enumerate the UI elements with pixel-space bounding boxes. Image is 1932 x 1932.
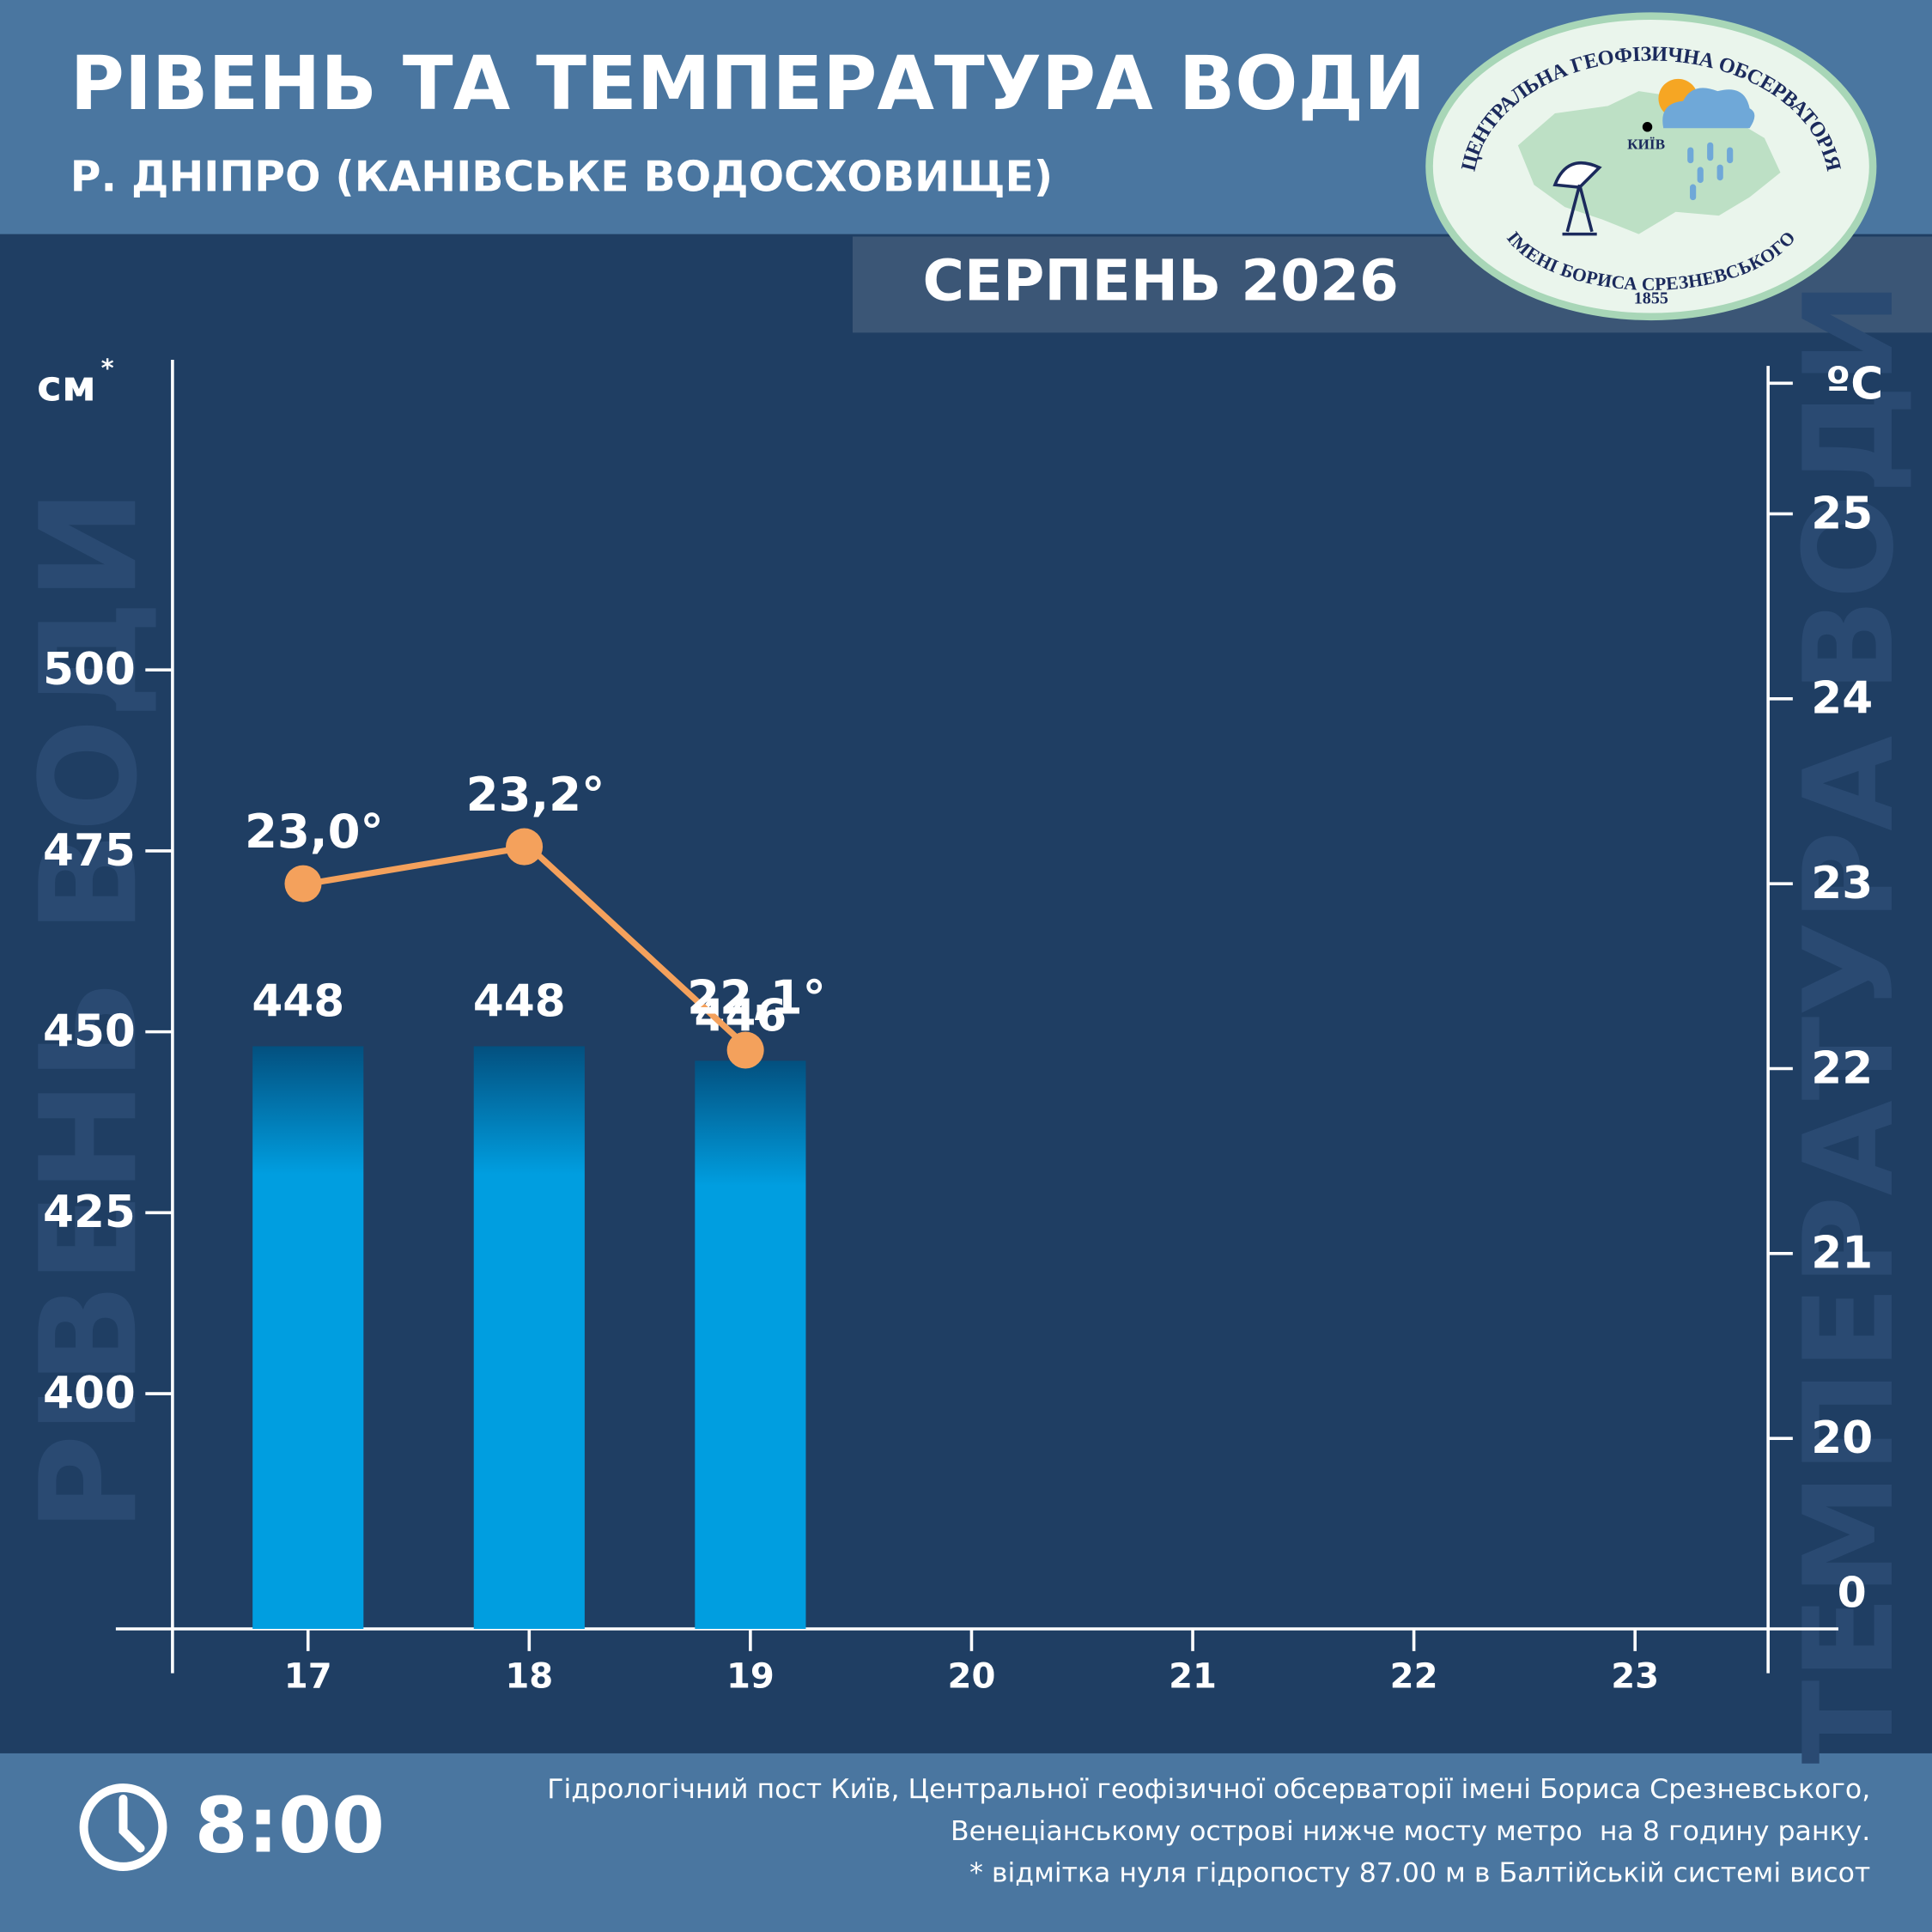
chart-subtitle: Р. ДНІПРО (КАНІВСЬКЕ ВОДОСХОВИЩЕ) [70, 153, 1053, 202]
bar [252, 1046, 364, 1630]
time: 8:00 [195, 1781, 385, 1870]
temperature-point [726, 1031, 764, 1069]
y2-tick-label: 24 [1811, 673, 1873, 725]
temperature-point [284, 865, 322, 902]
clock-icon [79, 1783, 167, 1871]
logo-city: КИЇВ [1627, 136, 1665, 152]
y-unit: см [37, 361, 96, 410]
y2-tick-label: 21 [1811, 1228, 1873, 1279]
temperature-point [506, 828, 544, 866]
y-tick-label: 425 [43, 1187, 136, 1238]
bar [695, 1060, 806, 1630]
logo-antenna [1552, 161, 1602, 236]
y2-break-label: 0 [1838, 1568, 1867, 1617]
period: СЕРПЕНЬ 2026 [923, 248, 1399, 314]
x-tick-label: 19 [726, 1656, 775, 1696]
footer-note: * відмітка нуля гідропосту 87.00 м в Бал… [969, 1858, 1870, 1889]
y2-axis-watermark: ТЕМПЕРАТУРА ВОДИ [1777, 282, 1921, 1765]
y-tick-label: 450 [43, 1005, 136, 1057]
x-tick-label: 20 [948, 1656, 996, 1696]
logo: КИЇВ ЦЕНТРАЛЬНА ГЕОФІЗИЧНА ОБСЕРВАТОРІЯ … [1425, 12, 1877, 321]
logo-cloud [1662, 88, 1755, 129]
logo-year: 1855 [1634, 289, 1668, 307]
y2-tick-label: 25 [1811, 488, 1873, 539]
y-tick-label: 500 [43, 644, 136, 696]
x-tick-label: 17 [284, 1656, 332, 1696]
bar [473, 1046, 585, 1630]
bar-value-label: 448 [473, 976, 566, 1028]
y-tick-label: 475 [43, 825, 136, 877]
logo-rain [1687, 142, 1734, 201]
logo-city-dot [1642, 122, 1653, 132]
temperature-label: 22,1° [687, 970, 826, 1025]
y2-tick-label: 23 [1811, 858, 1873, 909]
footer-note: Венеціанському острові нижче мосту метро… [951, 1816, 1870, 1847]
temperature-label: 23,0° [245, 804, 384, 859]
temperature-label: 23,2° [466, 767, 605, 822]
x-tick-label: 23 [1611, 1656, 1659, 1696]
y-axis-watermark: РІВЕНЬ ВОДИ [11, 489, 167, 1532]
x-tick-label: 18 [505, 1656, 553, 1696]
y2-tick-label: 20 [1811, 1413, 1873, 1464]
bar-value-label: 448 [252, 976, 344, 1028]
y2-tick-label: 22 [1811, 1042, 1873, 1094]
y2-unit: ºC [1826, 359, 1883, 410]
chart-title: РІВЕНЬ ТА ТЕМПЕРАТУРА ВОДИ [70, 41, 1425, 127]
y-tick-label: 400 [43, 1368, 136, 1419]
x-tick-label: 21 [1169, 1656, 1217, 1696]
footer-band [0, 1753, 1932, 1932]
clock-hands [118, 1795, 145, 1853]
footer-note: Гідрологічний пост Київ, Центральної гео… [547, 1774, 1870, 1805]
y-unit-note: * [101, 353, 114, 382]
x-tick-label: 22 [1390, 1656, 1438, 1696]
